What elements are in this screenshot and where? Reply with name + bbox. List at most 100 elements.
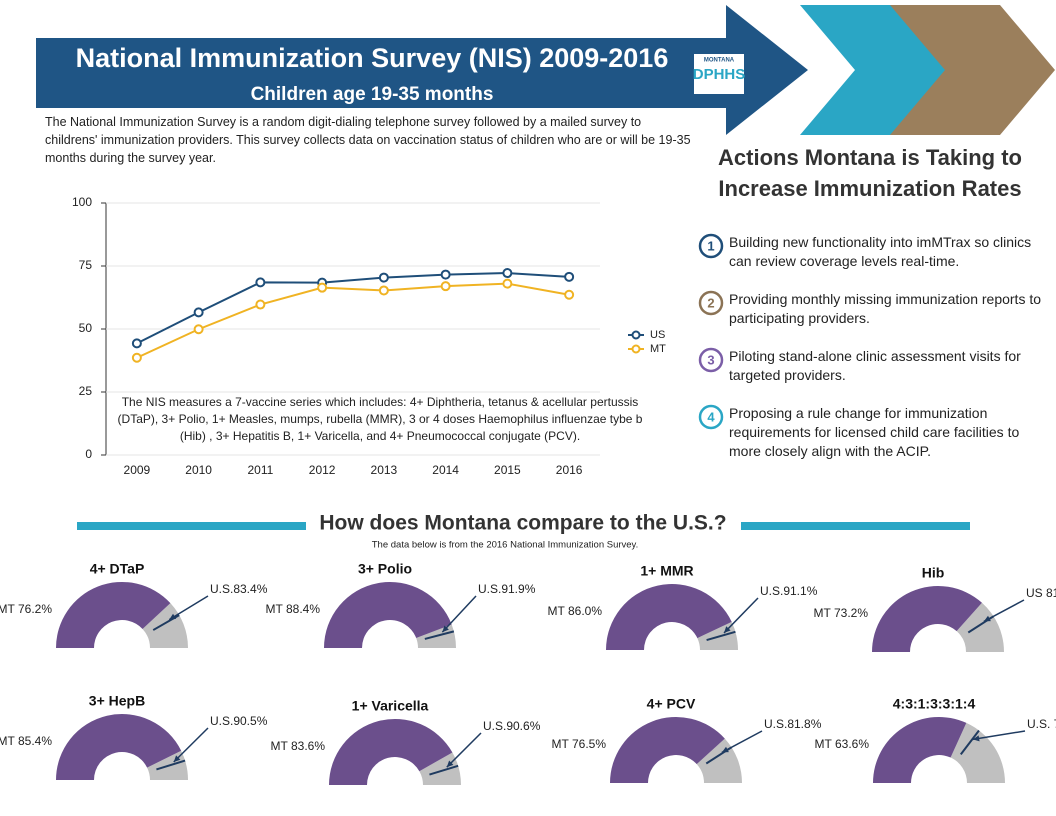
intro-text: The National Immunization Survey is a ra… [45,115,691,165]
x-tick-label: 2014 [432,463,459,477]
mt-label: MT 73.2% [814,606,869,620]
x-tick-label: 2013 [371,463,398,477]
mt-label: MT 76.2% [0,602,52,616]
us-arrow [446,732,482,768]
point [193,307,204,318]
us-label: U.S. 70.7% [1027,717,1056,731]
gauge-title: Hib [922,565,945,581]
series-line [136,272,570,345]
number-circle [698,347,724,373]
legend-marker [631,330,641,340]
gauge-track [419,752,461,785]
mt-label: MT 76.5% [552,737,607,751]
us-arrowhead [983,615,991,622]
divider [77,522,306,530]
gauge-value [328,718,453,785]
point [564,271,575,282]
us-label: U.S.91.1% [760,584,818,598]
number: 2 [707,295,714,310]
legend-marker [631,344,641,354]
gauge-value [56,581,171,648]
mt-label: MT 86.0% [548,604,603,618]
header-banner [36,5,808,135]
legend-label: MT [650,343,666,355]
x-tick-label: 2011 [247,463,273,477]
logo-box [694,54,744,94]
gauge-title: 1+ MMR [640,563,693,579]
number-circle [698,233,724,259]
arrow-brown [880,5,1055,135]
gauge-value [610,717,725,783]
us-arrowhead [724,626,731,633]
section-title: How does Montana compare to the U.S.? [319,512,726,535]
y-tick-label: 100 [72,195,92,209]
gauge-track [950,722,1005,783]
action-text: Proposing a rule change for immunization… [729,405,1020,459]
y-tick-label: 25 [79,384,93,398]
point [502,278,513,289]
number: 1 [707,238,714,253]
action-text: Piloting stand-alone clinic assessment v… [729,348,1021,383]
us-marker [706,630,736,642]
us-arrowhead [169,613,177,620]
x-tick-label: 2009 [124,463,151,477]
logo-top: MONTANA [704,58,735,64]
header-title: National Immunization Survey (NIS) 2009-… [76,43,669,73]
gauge-title: 1+ Varicella [352,698,429,714]
x-tick-label: 2015 [494,463,521,477]
gauge-title: 4+ PCV [647,696,696,712]
number: 4 [707,409,715,424]
number-circle [698,404,724,430]
point [255,277,266,288]
us-arrowhead [173,755,181,763]
us-arrowhead [442,625,449,633]
us-label: US 81.8% [1026,586,1056,600]
us-arrow [441,595,477,633]
point [131,352,142,363]
gauge-title: 4+ DTaP [90,561,145,577]
gauge-value [872,717,967,783]
series-line [136,282,570,359]
us-arrow [721,730,763,754]
us-arrow [173,727,209,763]
point [378,272,389,283]
point [317,282,328,293]
us-arrow [723,597,759,634]
x-tick-label: 2010 [185,463,212,477]
us-marker [429,764,459,776]
action-text: Building new functionality into imMTrax … [729,234,1032,269]
us-label: U.S.83.4% [210,582,268,596]
us-label: U.S.90.5% [210,714,268,728]
gauge-title: 3+ HepB [89,693,145,709]
point [440,269,451,280]
actions-title: Actions Montana is Taking to Increase Im… [718,145,1022,201]
mt-label: MT 88.4% [266,602,321,616]
us-label: U.S.91.9% [478,582,536,596]
section-subtitle: The data below is from the 2016 National… [372,540,639,551]
y-tick-label: 50 [79,321,93,335]
arrow-teal [800,5,945,135]
us-arrow [168,595,209,621]
number: 3 [707,352,714,367]
gauge-value [606,583,732,650]
point [193,324,204,335]
point [564,289,575,300]
us-marker [156,759,186,771]
divider [741,522,970,530]
y-tick-label: 0 [85,447,92,461]
point [255,299,266,310]
us-arrowhead [972,735,980,742]
gauge-value [324,582,452,648]
gauge-track [696,738,742,783]
point [378,285,389,296]
y-tick-label: 75 [79,258,93,272]
gauge-value [872,586,982,652]
us-marker [959,729,980,755]
gauge-title: 4:3:1:3:3:1:4 [893,696,976,712]
chart-annotation: The NIS measures a 7-vaccine series whic… [117,395,643,443]
us-label: U.S.90.6% [483,719,541,733]
header-subtitle: Children age 19-35 months [251,84,494,105]
x-tick-label: 2016 [556,463,583,477]
